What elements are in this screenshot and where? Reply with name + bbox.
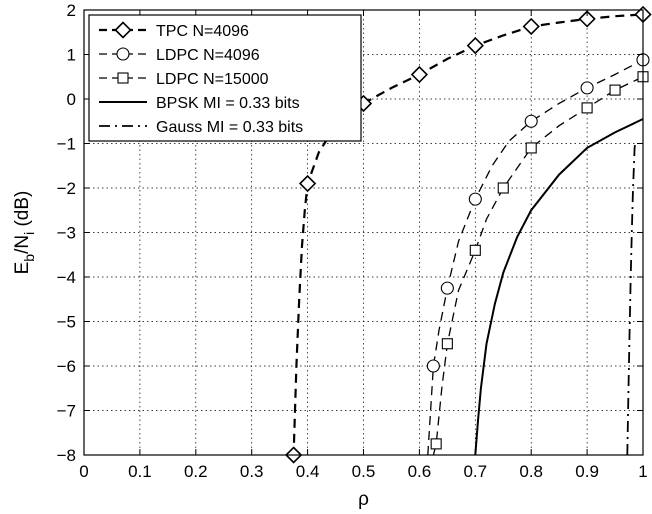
legend: TPC N=4096 LDPC N=4096 LDPC N=15000 BPSK MI…: [88, 14, 362, 142]
y-tick-label: −6: [57, 357, 76, 376]
legend-label: LDPC N=15000: [156, 71, 269, 88]
x-axis-label: ρ: [358, 489, 369, 510]
y-tick-label: 1: [67, 46, 76, 65]
y-tick-label: 2: [67, 1, 76, 20]
y-tick-label: −4: [57, 268, 76, 287]
data-point-marker: [469, 244, 481, 256]
ticks: [83, 9, 644, 456]
series-4: [474, 118, 644, 456]
data-point-marker: [522, 17, 540, 36]
data-point-marker: [441, 338, 453, 350]
legend-marker: [114, 21, 132, 39]
x-tick-label: 0.4: [296, 462, 320, 481]
legend-label: TPC N=4096: [156, 23, 249, 40]
y-axis-label-sub-i: i: [21, 232, 37, 235]
data-point-marker: [578, 10, 596, 28]
legend-marker: [117, 72, 129, 84]
data-point-marker: [440, 281, 454, 295]
y-tick-label: −1: [57, 135, 76, 154]
legend-marker: [116, 47, 130, 61]
series-5: [626, 143, 637, 456]
series-line: [626, 143, 637, 456]
y-axis-label-e: E: [12, 262, 33, 275]
legend-label: LDPC N=4096: [156, 47, 260, 64]
data-point-marker: [525, 142, 537, 154]
legend-item: Gauss MI = 0.33 bits: [99, 119, 303, 136]
x-tick-label: 0.9: [575, 462, 599, 481]
legend-item: TPC N=4096: [99, 21, 249, 40]
data-point-marker: [410, 65, 429, 84]
y-axis-label: Eb/Ni (dB): [12, 191, 37, 275]
x-tick-label: 0.6: [408, 462, 432, 481]
y-tick-label: −5: [57, 313, 76, 332]
data-point-marker: [468, 192, 482, 206]
tick-labels: 0 0.1 0.2 0.3 0.4 0.5 0.6 0.7 0.8 0.9 1 −8 −7 −6 −5 −4 −…: [57, 1, 648, 481]
series-line: [474, 118, 644, 456]
y-tick-label: 0: [67, 90, 76, 109]
y-tick-label: −8: [57, 446, 76, 465]
legend-item: LDPC N=15000: [99, 71, 269, 88]
data-point-marker: [580, 81, 594, 95]
x-tick-label: 0.3: [240, 462, 264, 481]
y-axis-label-sub-b: b: [21, 254, 37, 262]
data-point-marker: [430, 438, 442, 450]
series-2: [426, 53, 650, 456]
y-tick-label: −7: [57, 402, 76, 421]
x-tick-label: 0.7: [463, 462, 487, 481]
x-tick-label: 0.8: [519, 462, 543, 481]
legend-item: BPSK MI = 0.33 bits: [99, 95, 300, 112]
data-point-marker: [298, 174, 317, 193]
data-point-marker: [466, 36, 484, 55]
y-tick-label: −3: [57, 224, 76, 243]
x-tick-label: 0: [79, 462, 88, 481]
legend-label: BPSK MI = 0.33 bits: [156, 95, 300, 112]
data-point-marker: [426, 359, 440, 373]
legend-label: Gauss MI = 0.33 bits: [156, 119, 303, 136]
x-tick-label: 1: [638, 462, 647, 481]
data-point-marker: [524, 114, 538, 128]
y-axis-label-n: /N: [12, 235, 33, 254]
data-point-marker: [609, 84, 621, 96]
data-point-marker: [581, 102, 593, 114]
x-tick-label: 0.2: [184, 462, 208, 481]
y-axis-label-unit: (dB): [12, 191, 33, 232]
data-point-marker: [497, 182, 509, 194]
x-tick-label: 0.1: [128, 462, 152, 481]
legend-item: LDPC N=4096: [99, 47, 260, 64]
legend-box: [88, 14, 362, 142]
series-layer: [284, 5, 652, 464]
x-tick-label: 0.5: [352, 462, 376, 481]
y-tick-label: −2: [57, 179, 76, 198]
